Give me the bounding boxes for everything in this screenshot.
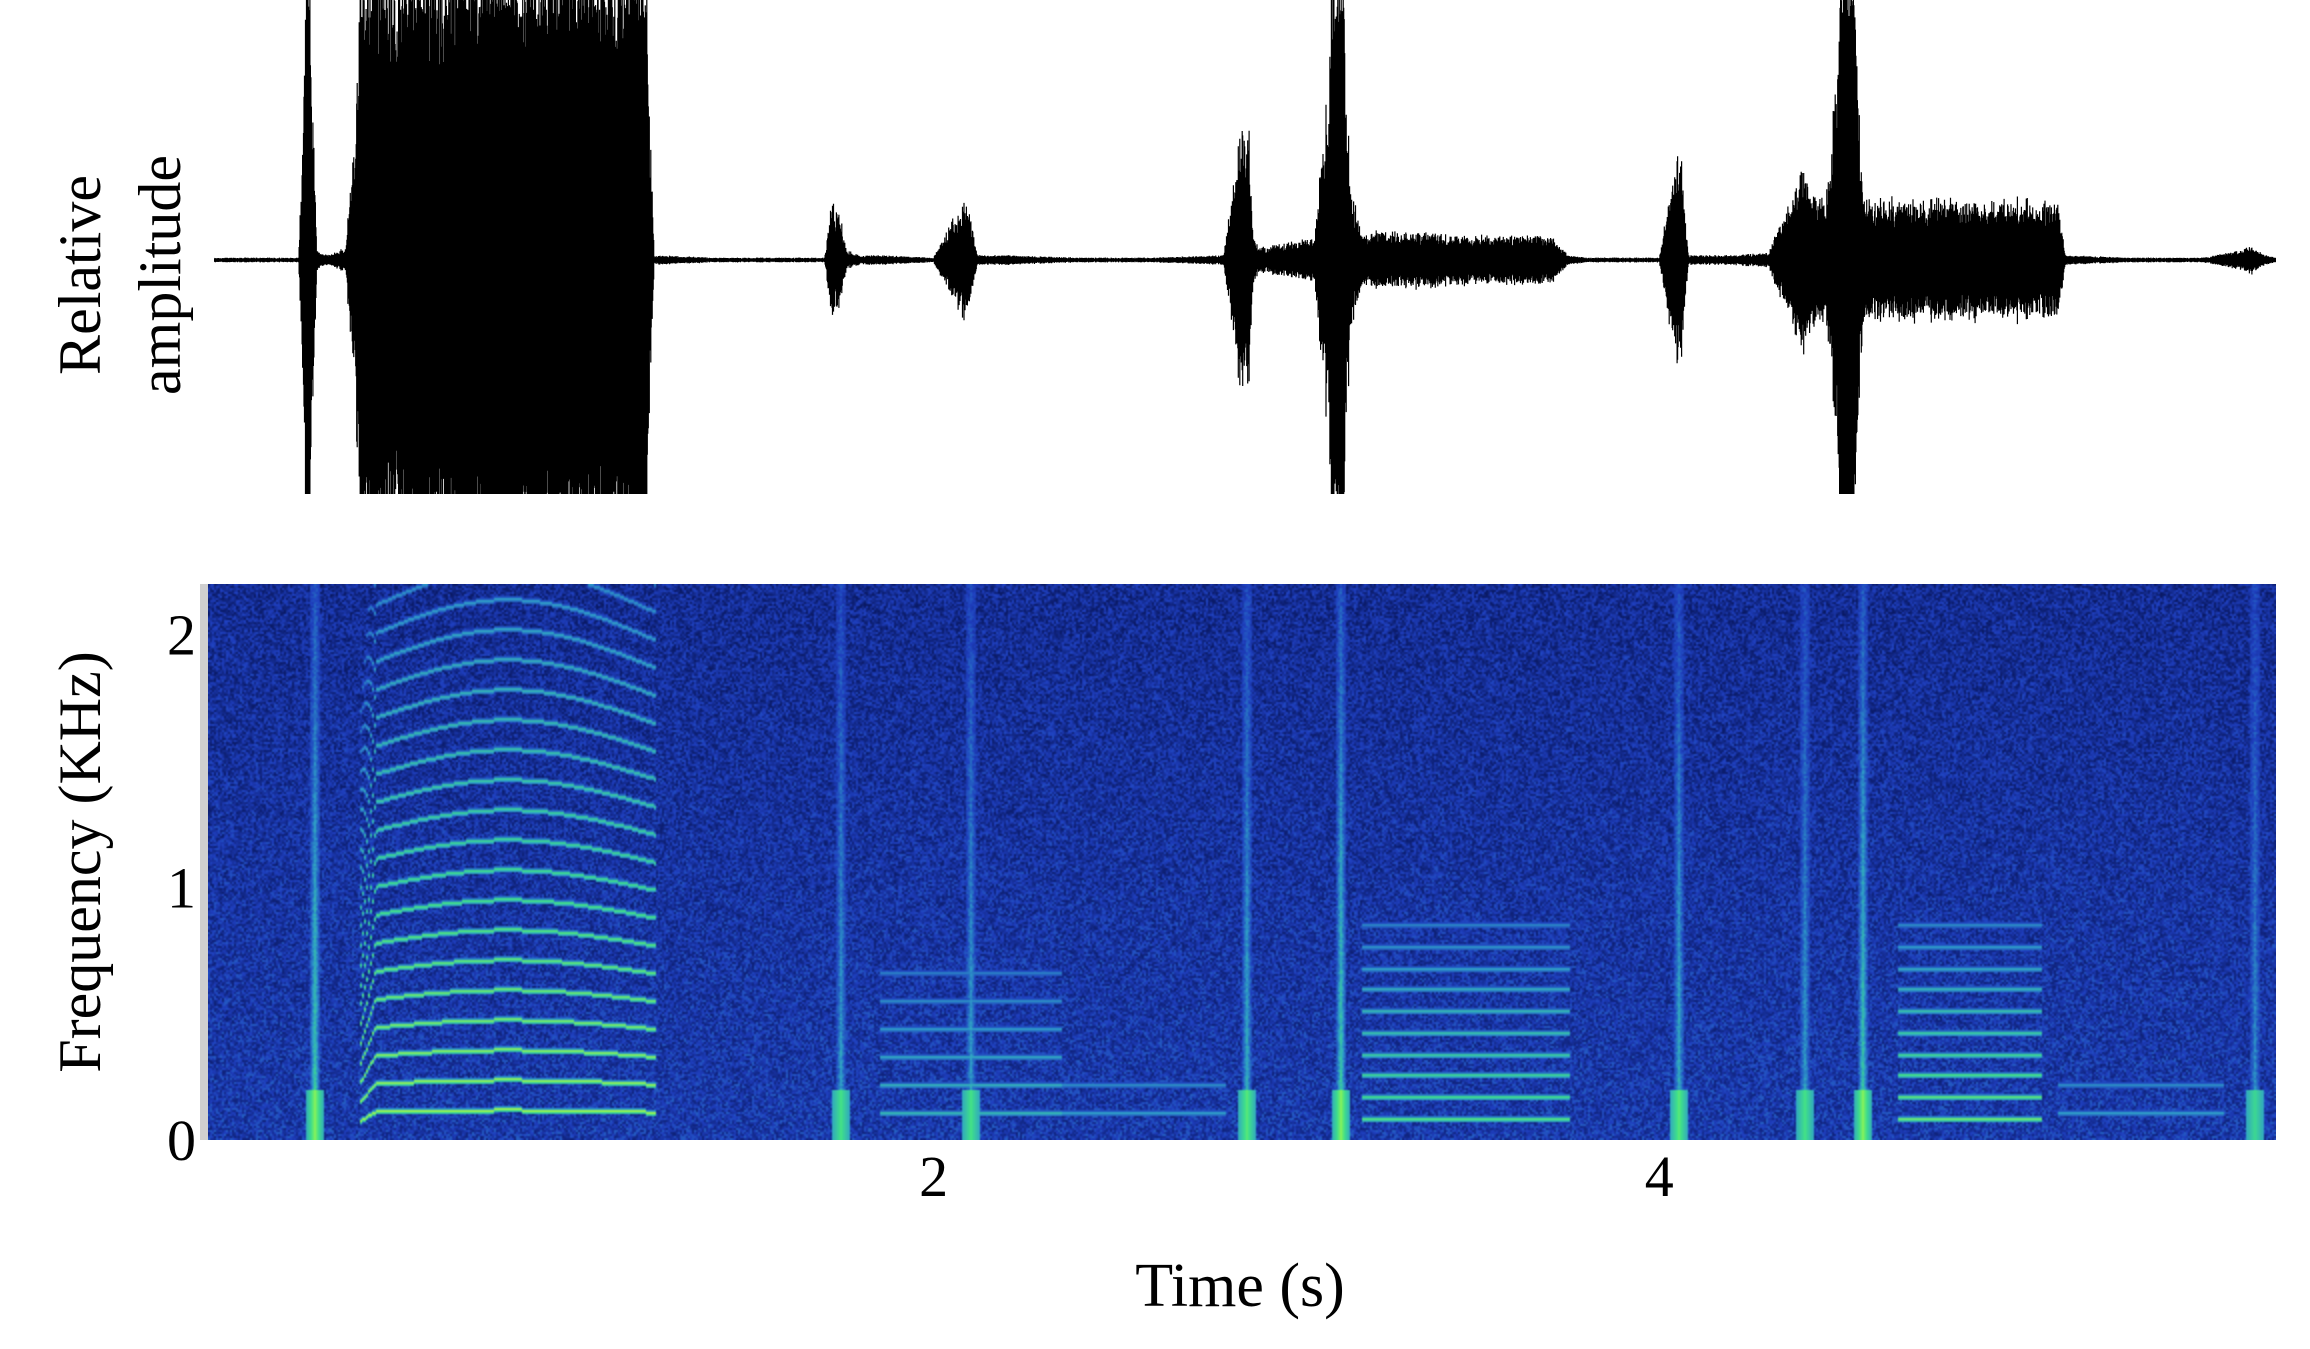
waveform-ylabel-line1: Relative <box>47 175 113 375</box>
spectrogram-ylabel: Frequency (KHz) <box>47 651 113 1073</box>
spectrogram-y-ticks: 0 1 2 <box>167 603 196 1173</box>
waveform-trace <box>214 0 2276 494</box>
x-tick-label: 2 <box>919 1144 948 1209</box>
waveform-panel <box>214 0 2276 494</box>
waveform-ylabel-line2: amplitude <box>127 155 193 395</box>
spectrogram-left-edge <box>200 584 210 1140</box>
spectrogram-xlabel: Time (s) <box>1135 1252 1345 1320</box>
waveform-line <box>214 0 2276 494</box>
y-tick-label: 2 <box>167 603 196 668</box>
spectrogram-panel <box>200 584 2276 1140</box>
y-tick-label: 1 <box>167 855 196 920</box>
x-tick-label: 4 <box>1645 1144 1674 1209</box>
y-tick-label: 0 <box>167 1108 196 1173</box>
spectrogram-image <box>208 584 2276 1140</box>
